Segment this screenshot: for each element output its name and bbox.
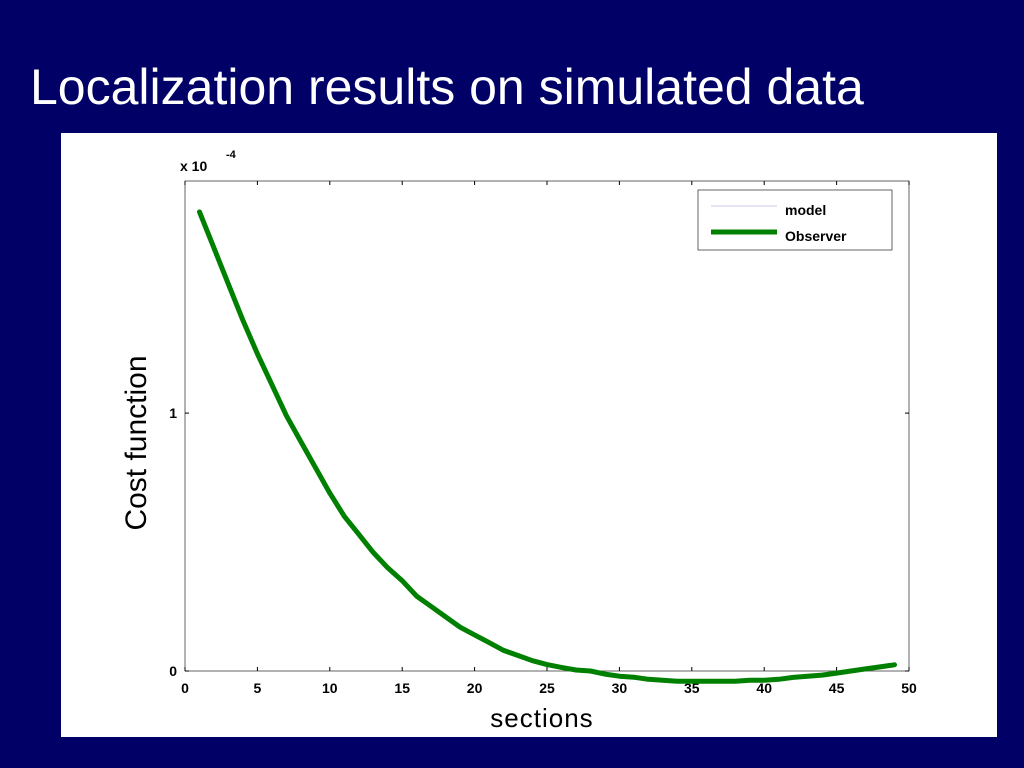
x-tick-label: 0: [181, 680, 189, 696]
legend-box: [697, 189, 893, 251]
series-line-observer: [197, 209, 897, 684]
legend: model Observer: [697, 189, 893, 251]
x-tick-label: 10: [322, 680, 338, 696]
legend-label-model: model: [785, 202, 826, 218]
x-tick-label: 5: [254, 680, 262, 696]
y-axis-label: Cost function: [120, 355, 153, 530]
x-axis-ticks: 0 5 10 15 20 25 30 35 40 45 50: [181, 181, 917, 696]
x-tick-label: 40: [756, 680, 772, 696]
y-exponent-base: x 10: [180, 158, 207, 174]
x-tick-label: 15: [394, 680, 410, 696]
x-axis-label: sections: [490, 703, 593, 733]
x-tick-label: 35: [684, 680, 700, 696]
x-tick-label: 20: [467, 680, 483, 696]
cost-function-chart: 0 5 10 15 20 25 30 35 40 45 50 01 x 10 -4 Cost fun…: [120, 149, 917, 733]
x-tick-label: 25: [539, 680, 555, 696]
x-tick-label: 30: [612, 680, 628, 696]
y-exponent-power: -4: [226, 149, 237, 161]
y-axis-ticks: 01: [169, 405, 909, 679]
y-tick-label: 1: [169, 405, 177, 421]
y-tick-label: 0: [169, 663, 177, 679]
slide-title: Localization results on simulated data: [30, 59, 864, 115]
x-tick-label: 45: [829, 680, 845, 696]
x-tick-label: 50: [901, 680, 917, 696]
legend-label-observer: Observer: [785, 228, 847, 244]
